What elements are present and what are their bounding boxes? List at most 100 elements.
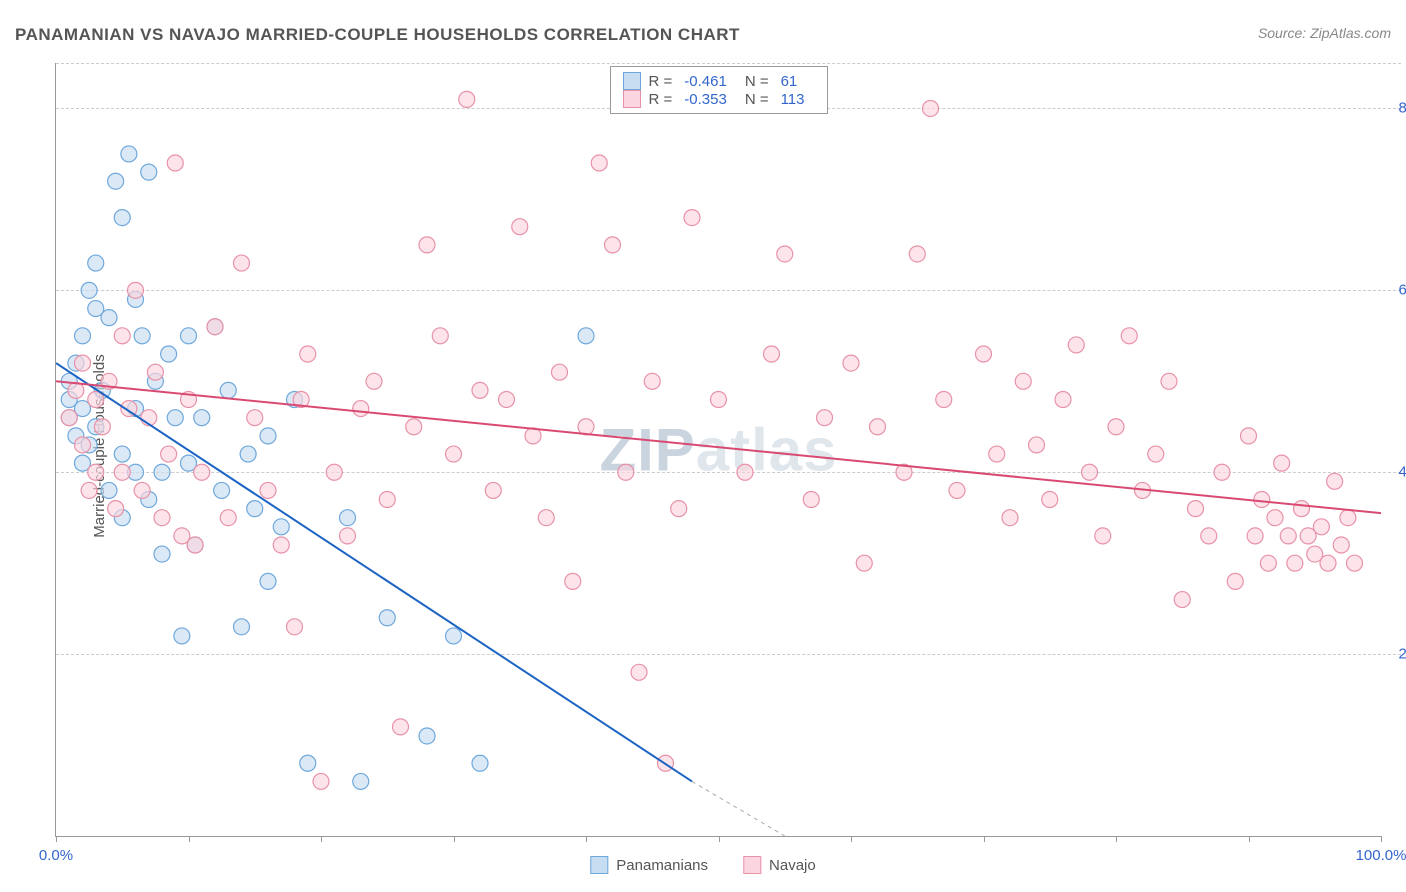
data-point: [1082, 464, 1098, 480]
data-point: [81, 282, 97, 298]
data-point: [936, 391, 952, 407]
data-point: [75, 437, 91, 453]
data-point: [446, 446, 462, 462]
data-point: [1227, 573, 1243, 589]
data-point: [406, 419, 422, 435]
header: PANAMANIAN VS NAVAJO MARRIED-COUPLE HOUS…: [15, 25, 1391, 55]
x-tick: [1249, 836, 1250, 842]
data-point: [1201, 528, 1217, 544]
data-point: [1121, 328, 1137, 344]
data-point: [1274, 455, 1290, 471]
legend-r-label: R =: [649, 73, 673, 90]
data-point: [1247, 528, 1263, 544]
data-point: [207, 319, 223, 335]
data-point: [1042, 492, 1058, 508]
data-point: [273, 519, 289, 535]
data-point: [1095, 528, 1111, 544]
x-tick: [189, 836, 190, 842]
data-point: [1214, 464, 1230, 480]
data-point: [167, 155, 183, 171]
data-point: [817, 410, 833, 426]
data-point: [167, 410, 183, 426]
legend-swatch-icon: [590, 856, 608, 874]
data-point: [214, 482, 230, 498]
data-point: [949, 482, 965, 498]
trend-line-extension: [692, 781, 785, 836]
data-point: [161, 346, 177, 362]
data-point: [856, 555, 872, 571]
data-point: [287, 619, 303, 635]
data-point: [1148, 446, 1164, 462]
data-point: [711, 391, 727, 407]
data-point: [154, 546, 170, 562]
data-point: [300, 755, 316, 771]
legend-r-label: R =: [649, 91, 673, 108]
legend-n-value: 61: [781, 73, 798, 90]
data-point: [578, 419, 594, 435]
data-point: [737, 464, 753, 480]
data-point: [114, 464, 130, 480]
data-point: [552, 364, 568, 380]
data-point: [644, 373, 660, 389]
data-point: [88, 464, 104, 480]
data-point: [1267, 510, 1283, 526]
data-point: [909, 246, 925, 262]
data-point: [101, 310, 117, 326]
data-point: [88, 255, 104, 271]
data-point: [803, 492, 819, 508]
legend-swatch-icon: [743, 856, 761, 874]
legend-swatch-icon: [623, 72, 641, 90]
y-tick-label: 40.0%: [1398, 464, 1406, 481]
data-point: [194, 464, 210, 480]
data-point: [101, 482, 117, 498]
data-point: [976, 346, 992, 362]
trend-line: [56, 363, 692, 781]
data-point: [631, 664, 647, 680]
data-point: [108, 501, 124, 517]
data-point: [379, 492, 395, 508]
data-point: [1287, 555, 1303, 571]
data-point: [1188, 501, 1204, 517]
data-point: [181, 328, 197, 344]
data-point: [353, 773, 369, 789]
data-point: [220, 382, 236, 398]
data-point: [114, 446, 130, 462]
x-tick: [454, 836, 455, 842]
legend-item: Navajo: [743, 856, 816, 874]
data-point: [1313, 519, 1329, 535]
data-point: [1333, 537, 1349, 553]
data-point: [1002, 510, 1018, 526]
data-point: [1254, 492, 1270, 508]
legend-n-label: N =: [745, 73, 769, 90]
data-point: [147, 364, 163, 380]
data-point: [446, 628, 462, 644]
data-point: [161, 446, 177, 462]
data-point: [134, 482, 150, 498]
chart-title: PANAMANIAN VS NAVAJO MARRIED-COUPLE HOUS…: [15, 25, 740, 44]
data-point: [128, 282, 144, 298]
legend-item: Panamanians: [590, 856, 708, 874]
data-point: [260, 573, 276, 589]
x-tick-label: 0.0%: [39, 847, 73, 864]
data-point: [989, 446, 1005, 462]
data-point: [260, 482, 276, 498]
data-point: [923, 100, 939, 116]
data-point: [1294, 501, 1310, 517]
data-point: [313, 773, 329, 789]
chart-container: PANAMANIAN VS NAVAJO MARRIED-COUPLE HOUS…: [0, 0, 1406, 892]
data-point: [134, 328, 150, 344]
data-point: [578, 328, 594, 344]
data-point: [75, 328, 91, 344]
x-tick: [1381, 836, 1382, 842]
legend-series-label: Panamanians: [616, 857, 708, 874]
data-point: [114, 210, 130, 226]
legend-swatch-icon: [623, 90, 641, 108]
data-point: [379, 610, 395, 626]
data-point: [194, 410, 210, 426]
data-point: [565, 573, 581, 589]
y-tick-label: 60.0%: [1398, 282, 1406, 299]
legend-stats-row: R = -0.353 N = 113: [623, 90, 815, 108]
data-point: [353, 401, 369, 417]
data-point: [512, 219, 528, 235]
data-point: [1347, 555, 1363, 571]
